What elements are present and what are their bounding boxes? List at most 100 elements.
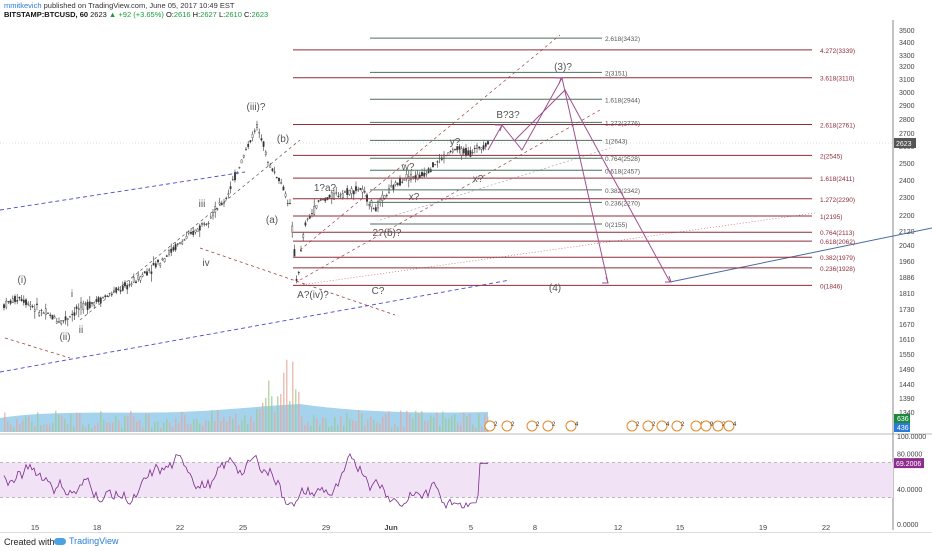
candle-body [163,258,166,262]
candle-body [484,143,487,147]
candle-body [260,138,263,141]
candle-body [99,297,102,304]
volume-bar [13,427,15,432]
price-tick-label: 2200 [899,213,915,220]
wave-label: (a) [266,215,278,226]
fib-red-label: 0.618(2062) [820,239,855,246]
candle-body [240,159,243,164]
volume-bar [478,413,480,432]
volume-bar [193,419,195,432]
volume-bar [169,422,171,432]
candle-body [18,296,21,299]
candle-body [11,298,14,303]
volume-bar [199,423,201,432]
author-link[interactable]: mmitkevich [4,1,42,10]
candle-body [275,177,278,179]
candle-body [31,306,34,308]
candle-body [337,195,340,197]
volume-bar [154,422,156,432]
event-badge-icon [565,420,577,432]
volume-bar [181,411,183,432]
volume-bar [67,424,69,432]
volume-bar [34,426,36,432]
candle-body [196,228,199,232]
candle-body [271,168,274,171]
candle-body [58,321,60,323]
candle-body [262,141,265,147]
price-tick-label: 2900 [899,103,915,110]
candle-body [355,186,357,191]
candle-body [22,299,25,303]
volume-bar [400,410,402,432]
volume-bar [298,391,300,432]
volume-bar [127,415,129,432]
event-badge-count: 2 [511,422,515,428]
volume-bar [337,424,339,432]
candle-body [207,222,210,224]
candle-body [304,222,307,226]
wave-label: i [71,289,73,300]
date-tick-label: 15 [31,523,39,532]
volume-bar [157,421,159,432]
candle-body [165,255,168,257]
volume-bar [319,425,321,432]
volume-bar [283,372,285,432]
candle-body [16,300,19,302]
candle-body [381,194,384,201]
candle-body [216,208,219,210]
symbol-label[interactable]: BITSTAMP:BTCUSD, 60 [4,10,89,19]
candle-body [190,232,192,234]
volume-bar [43,424,45,432]
candle-body [487,141,489,145]
volume-bar [103,419,105,432]
candle-body [220,202,223,205]
volume-bar [349,419,351,432]
tradingview-logo[interactable]: TradingView [54,536,119,546]
candle-body [258,132,261,134]
candle-body [317,200,320,202]
fib-grey-label: 0.618(2457) [605,168,640,175]
candle-body [64,316,67,321]
candle-body [49,314,52,316]
price-change: ▲ +92 (+3.65%) [108,10,164,19]
fib-grey-label: 1(2643) [605,138,627,145]
volume-bar [421,411,423,432]
volume-bar [346,412,348,432]
volume-bar [355,421,357,432]
candle-body [20,298,23,301]
volume-bar [310,425,312,432]
candle-body [170,248,173,253]
trendline-blue-solid [669,227,932,283]
volume-bar [85,426,87,432]
fib-red-label: 1(2195) [820,214,842,221]
candle-body [333,193,335,200]
candle-body [33,309,36,312]
volume-bar [22,420,24,432]
volume-bar [115,415,117,432]
candle-body [218,202,221,205]
candle-body [205,223,208,225]
fib-grey-label: 0.236(2270) [605,200,640,207]
volume-bar [244,415,246,432]
candle-body [201,223,203,225]
price-chart[interactable]: 3500340033003200310030002900280027002600… [0,0,932,532]
candle-body [306,218,309,220]
candle-body [370,200,373,208]
high-value: 2627 [200,10,217,19]
volume-box-1 [894,414,910,423]
channel-line-b [299,34,561,251]
candle-body [251,134,254,138]
candle-body [456,146,459,151]
trendline-lower-blue [0,279,511,373]
volume-bar [403,427,405,432]
chart-header-line2: BITSTAMP:BTCUSD, 60 2623 ▲ +92 (+3.65%) … [4,10,268,20]
candle-body [143,271,146,274]
candle-body [139,276,142,281]
price-pane [0,20,893,432]
fib-grey-label: 1.272(2776) [605,120,640,127]
projection-group [487,76,672,284]
volume-bar [457,423,459,432]
event-badge-count: 2 [552,422,556,428]
arrow-head [665,275,672,283]
wave-label: (ii) [59,332,70,343]
